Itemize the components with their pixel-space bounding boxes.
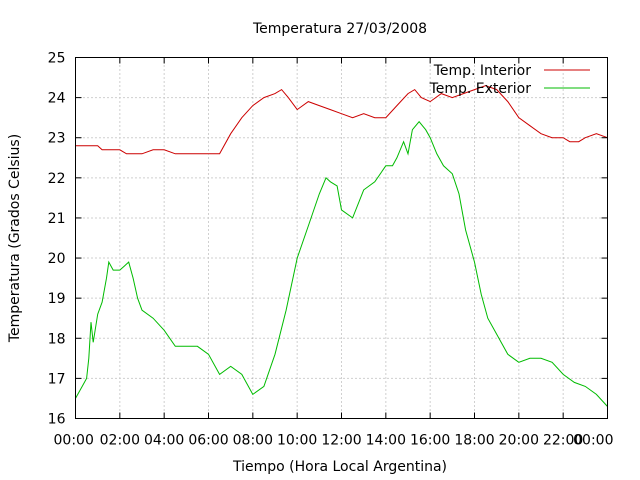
y-tick-label: 24 <box>48 91 66 107</box>
x-tick-label: 00:00 <box>54 433 94 449</box>
x-tick-label: 20:00 <box>499 433 539 449</box>
x-tick-label: 12:00 <box>321 433 361 449</box>
x-tick-label: 10:00 <box>277 433 317 449</box>
x-tick-label: 02:00 <box>100 433 140 449</box>
y-tick-label: 16 <box>48 412 66 428</box>
x-tick-label: 04:00 <box>144 433 184 449</box>
y-tick-label: 22 <box>48 171 66 187</box>
legend-label-exterior: Temp. Exterior <box>429 81 532 97</box>
series-layer <box>75 85 608 407</box>
y-axis-label: Temperatura (Grados Celsius) <box>7 134 23 343</box>
y-tick-label: 18 <box>48 331 66 347</box>
x-axis-label: Tiempo (Hora Local Argentina) <box>232 459 447 475</box>
x-tick-label: 06:00 <box>188 433 228 449</box>
grid-lines <box>75 57 608 419</box>
axis-ticks: 16 17 18 19 20 21 22 23 24 25 00:00 02:00 04:00 06:00… <box>48 51 614 449</box>
y-tick-label: 23 <box>48 131 66 147</box>
y-tick-label: 20 <box>48 251 66 267</box>
series-line-interior <box>75 85 608 155</box>
legend: Temp. Interior Temp. Exterior <box>429 63 590 97</box>
x-tick-label: 22:00 <box>543 433 583 449</box>
x-tick-label: 18:00 <box>454 433 494 449</box>
x-tick-label: 16:00 <box>410 433 450 449</box>
y-tick-label: 21 <box>48 211 66 227</box>
x-tick-label: 08:00 <box>233 433 273 449</box>
y-tick-label: 25 <box>48 51 66 67</box>
legend-label-interior: Temp. Interior <box>433 63 532 79</box>
y-tick-label: 19 <box>48 291 66 307</box>
y-tick-label: 17 <box>48 371 66 387</box>
x-tick-label: 00:00 <box>573 433 613 449</box>
chart-title: Temperatura 27/03/2008 <box>252 21 427 37</box>
series-line-exterior <box>75 120 608 407</box>
x-tick-label: 14:00 <box>366 433 406 449</box>
